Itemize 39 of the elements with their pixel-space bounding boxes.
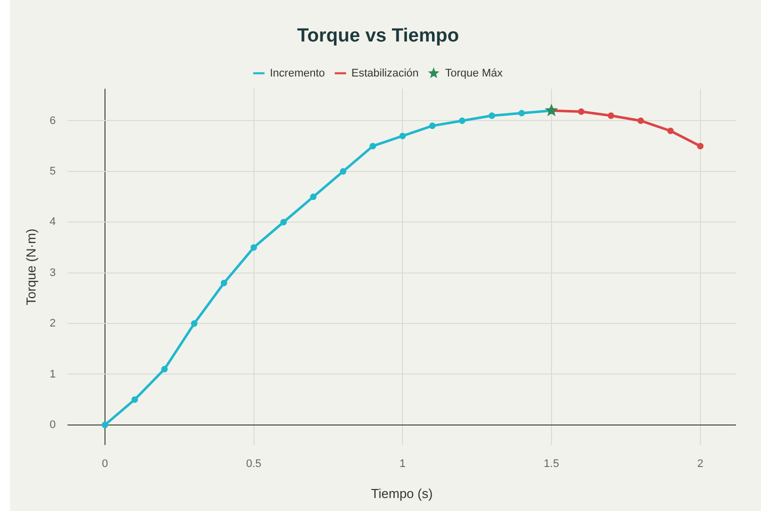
- x-tick-label: 2: [697, 458, 704, 470]
- y-tick-label: 2: [50, 318, 56, 330]
- point: [131, 396, 138, 403]
- y-tick-label: 5: [50, 165, 56, 178]
- point: [697, 142, 704, 150]
- legend-label: Incremento: [270, 67, 325, 80]
- point: [458, 117, 466, 124]
- point: [667, 128, 674, 134]
- point: [544, 104, 558, 116]
- x-tick-label: 1.5: [544, 458, 560, 470]
- y-axis-title: Torque (N·m): [23, 228, 38, 306]
- y-tick-label: 6: [50, 114, 56, 127]
- point: [578, 108, 584, 115]
- point: [190, 320, 198, 327]
- point: [220, 280, 228, 286]
- y-tick-label: 0: [50, 418, 56, 431]
- y-tick-label: 1: [50, 368, 56, 380]
- point: [488, 112, 496, 119]
- x-axis-title: Tiempo (s): [371, 486, 433, 501]
- point: [340, 168, 346, 175]
- x-tick-label: 0: [102, 458, 108, 470]
- x-tick-label: 1: [400, 458, 406, 470]
- point: [518, 110, 525, 116]
- point: [637, 117, 644, 124]
- point: [102, 422, 108, 428]
- chart-title: Torque vs Tiempo: [297, 26, 459, 47]
- x-tick-label: 0.5: [246, 458, 262, 470]
- point: [161, 366, 168, 372]
- point: [370, 142, 376, 150]
- point: [399, 132, 406, 140]
- legend-label: Torque Máx: [445, 67, 504, 80]
- point: [429, 122, 436, 130]
- y-tick-label: 4: [50, 216, 56, 228]
- point: [608, 112, 614, 119]
- y-tick-label: 3: [50, 266, 56, 279]
- point: [250, 244, 258, 251]
- point: [310, 194, 317, 200]
- legend-label: Estabilización: [351, 67, 419, 80]
- point: [280, 218, 287, 226]
